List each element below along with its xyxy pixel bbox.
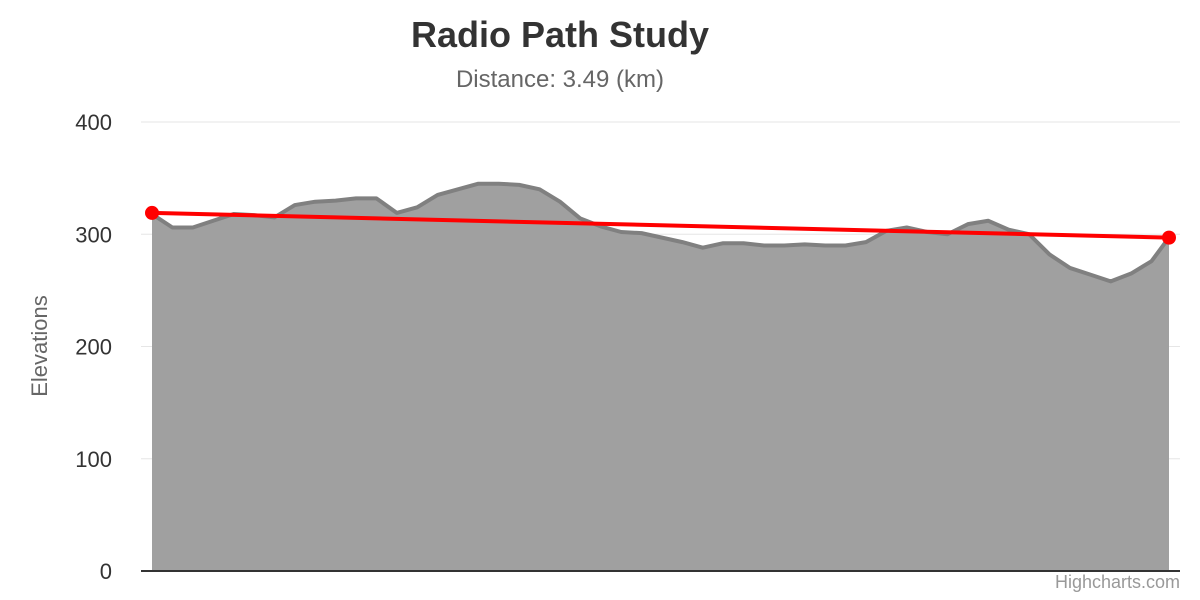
path-start-point[interactable] (145, 205, 159, 220)
y-tick-label: 200 (75, 335, 112, 360)
credits-link[interactable]: Highcharts.com (1054, 572, 1180, 592)
radio-path-series (145, 205, 1176, 245)
y-tick-label: 400 (75, 110, 112, 135)
y-tick-label: 0 (100, 559, 112, 584)
y-axis: 0 100 200 300 400 (75, 110, 1180, 584)
y-axis-title: Elevations (27, 295, 52, 397)
terrain-area (152, 183, 1169, 572)
radio-path-line (151, 210, 1170, 240)
terrain-series (150, 181, 1171, 572)
terrain-line (150, 181, 1171, 284)
y-tick-label: 300 (75, 222, 112, 247)
chart-subtitle: Distance: 3.49 (km) (455, 66, 665, 93)
path-end-point[interactable] (1162, 230, 1176, 245)
chart-title: Radio Path Study (410, 14, 710, 55)
y-tick-label: 100 (75, 447, 112, 472)
